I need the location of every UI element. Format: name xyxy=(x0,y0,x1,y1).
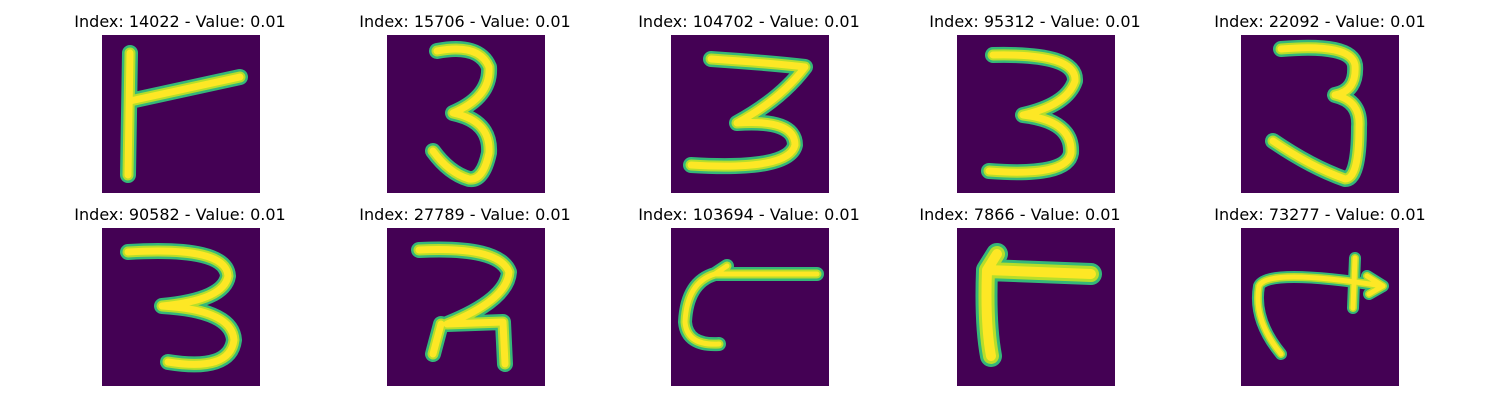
digit-image-2 xyxy=(387,35,545,193)
image-title-3: Index: 104702 - Value: 0.01 xyxy=(638,12,860,31)
image-title-10: Index: 73277 - Value: 0.01 xyxy=(1214,205,1426,224)
digit-image-8 xyxy=(671,228,829,386)
glyph-digit-3-b xyxy=(981,46,1083,181)
glyph-corner-shape xyxy=(975,243,1102,367)
image-title-5: Index: 22092 - Value: 0.01 xyxy=(1214,12,1426,31)
glyph-hook-shape xyxy=(678,259,824,352)
glyph-digit-3-wide xyxy=(683,51,813,175)
glyph-arrow-shape xyxy=(1252,252,1389,360)
digit-image-9 xyxy=(957,228,1115,386)
image-title-8: Index: 103694 - Value: 0.01 xyxy=(638,205,860,224)
glyph-flag-shape xyxy=(120,45,248,183)
image-title-6: Index: 90582 - Value: 0.01 xyxy=(74,205,286,224)
image-title-2: Index: 15706 - Value: 0.01 xyxy=(359,12,571,31)
digit-image-3 xyxy=(671,35,829,193)
image-title-9: Index: 7866 - Value: 0.01 xyxy=(919,205,1121,224)
glyph-digit-3-c xyxy=(120,243,242,373)
image-title-4: Index: 95312 - Value: 0.01 xyxy=(929,12,1141,31)
glyph-digit-3 xyxy=(425,41,498,188)
digit-image-10 xyxy=(1241,228,1399,386)
digit-image-1 xyxy=(102,35,260,193)
glyph-digit-3-tall xyxy=(1265,39,1368,187)
digit-image-4 xyxy=(957,35,1115,193)
digit-image-7 xyxy=(387,228,545,386)
glyph-digit-3-sharp xyxy=(411,241,517,372)
image-title-7: Index: 27789 - Value: 0.01 xyxy=(359,205,571,224)
image-title-1: Index: 14022 - Value: 0.01 xyxy=(74,12,286,31)
digit-image-5 xyxy=(1241,35,1399,193)
digit-image-6 xyxy=(102,228,260,386)
